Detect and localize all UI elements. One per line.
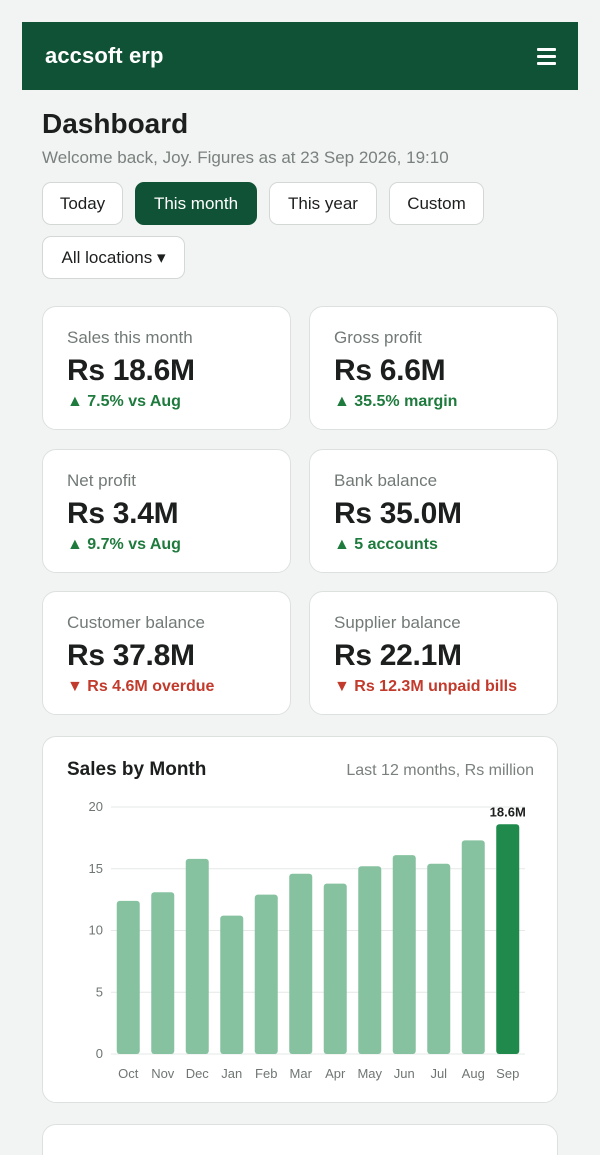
x-tick-label: Apr bbox=[325, 1066, 346, 1081]
kpi-delta: ▲ 7.5% vs Aug bbox=[67, 393, 181, 410]
x-tick-label: Aug bbox=[462, 1066, 485, 1081]
kpi-value: Rs 18.6M bbox=[67, 354, 195, 387]
kpi-card-net-profit[interactable]: Net profit Rs 3.4M ▲ 9.7% vs Aug bbox=[42, 449, 291, 573]
kpi-value: Rs 22.1M bbox=[334, 639, 462, 672]
kpi-card-gross-profit[interactable]: Gross profit Rs 6.6M ▲ 35.5% margin bbox=[309, 306, 558, 430]
kpi-value: Rs 37.8M bbox=[67, 639, 195, 672]
location-select[interactable]: All locations ▾ bbox=[42, 236, 185, 279]
hamburger-menu-icon[interactable] bbox=[537, 47, 556, 65]
bar-dec bbox=[185, 858, 209, 1054]
kpi-delta: ▲ 5 accounts bbox=[334, 536, 438, 553]
y-tick-label: 20 bbox=[89, 799, 103, 814]
kpi-label: Sales this month bbox=[67, 328, 193, 347]
y-tick-label: 5 bbox=[96, 984, 103, 999]
sales-bar-chart: 0 5 10 15 20 Oct Nov Dec Jan Feb Mar Apr May Jun Jul Au… bbox=[89, 799, 526, 1081]
kpi-label: Customer balance bbox=[67, 613, 205, 632]
bar-jan bbox=[220, 915, 244, 1054]
y-tick-label: 10 bbox=[89, 923, 103, 938]
kpi-value: Rs 35.0M bbox=[334, 497, 462, 530]
bar-mar bbox=[289, 873, 313, 1054]
bar-jun bbox=[392, 855, 416, 1054]
brand-name: accsoft erp bbox=[45, 43, 164, 68]
y-tick-label: 15 bbox=[89, 861, 103, 876]
chart-title: Sales by Month bbox=[67, 759, 207, 780]
x-tick-label: Feb bbox=[255, 1066, 277, 1081]
filter-this-month-button[interactable]: This month bbox=[135, 182, 257, 225]
app-header: accsoft erp bbox=[22, 22, 578, 90]
x-tick-label: Nov bbox=[151, 1066, 175, 1081]
kpi-value: Rs 6.6M bbox=[334, 354, 446, 387]
bar-feb bbox=[254, 894, 278, 1054]
sales-chart-card: Sales by Month Last 12 months, Rs millio… bbox=[42, 736, 558, 1103]
kpi-delta: ▼ Rs 4.6M overdue bbox=[67, 678, 215, 695]
bar-sep bbox=[496, 824, 520, 1054]
x-tick-label: May bbox=[357, 1066, 382, 1081]
x-tick-label: Jan bbox=[221, 1066, 242, 1081]
bar-jul bbox=[427, 863, 451, 1054]
bar-aug bbox=[461, 840, 485, 1054]
y-tick-label: 0 bbox=[96, 1046, 103, 1061]
bar-may bbox=[358, 866, 382, 1054]
filter-today-button[interactable]: Today bbox=[42, 182, 123, 225]
kpi-card-supplier-balance[interactable]: Supplier balance Rs 22.1M ▼ Rs 12.3M unp… bbox=[309, 591, 558, 715]
kpi-card-bank-balance[interactable]: Bank balance Rs 35.0M ▲ 5 accounts bbox=[309, 449, 558, 573]
kpi-card-customer-balance[interactable]: Customer balance Rs 37.8M ▼ Rs 4.6M over… bbox=[42, 591, 291, 715]
page-title: Dashboard bbox=[42, 108, 189, 139]
kpi-label: Bank balance bbox=[334, 471, 438, 490]
kpi-label: Gross profit bbox=[334, 328, 422, 347]
kpi-card-sales[interactable]: Sales this month Rs 18.6M ▲ 7.5% vs Aug bbox=[42, 306, 291, 430]
kpi-delta: ▼ Rs 12.3M unpaid bills bbox=[334, 678, 517, 695]
filter-this-year-button[interactable]: This year bbox=[269, 182, 377, 225]
bar-value-label: 18.6M bbox=[490, 804, 526, 819]
kpi-value: Rs 3.4M bbox=[67, 497, 179, 530]
x-tick-label: Oct bbox=[118, 1066, 139, 1081]
next-section-card bbox=[42, 1124, 558, 1155]
page-subtitle: Welcome back, Joy. Figures as at 23 Sep … bbox=[42, 148, 449, 167]
bar-oct bbox=[116, 900, 140, 1054]
kpi-label: Supplier balance bbox=[334, 613, 461, 632]
x-tick-label: Jun bbox=[394, 1066, 415, 1081]
x-tick-label: Jul bbox=[430, 1066, 447, 1081]
kpi-delta: ▲ 9.7% vs Aug bbox=[67, 536, 181, 553]
bar-apr bbox=[323, 883, 347, 1054]
filter-custom-button[interactable]: Custom bbox=[389, 182, 484, 225]
kpi-label: Net profit bbox=[67, 471, 136, 490]
x-tick-label: Mar bbox=[290, 1066, 313, 1081]
x-tick-label: Sep bbox=[496, 1066, 519, 1081]
x-tick-label: Dec bbox=[186, 1066, 210, 1081]
kpi-delta: ▲ 35.5% margin bbox=[334, 393, 458, 410]
bar-nov bbox=[151, 892, 175, 1054]
chart-subtitle: Last 12 months, Rs million bbox=[346, 762, 534, 779]
